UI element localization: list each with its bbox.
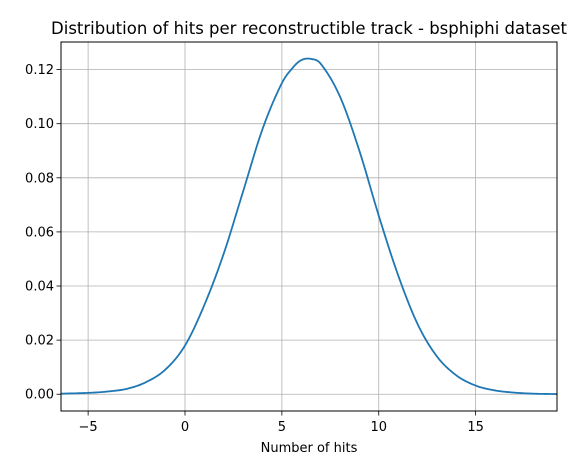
y-tick-label: 0.06 bbox=[25, 225, 54, 240]
x-tick-label: −5 bbox=[79, 420, 98, 435]
y-tick-label: 0.02 bbox=[25, 334, 54, 349]
y-tick-label: 0.00 bbox=[25, 388, 54, 403]
grid bbox=[61, 42, 557, 411]
x-tick-label: 0 bbox=[181, 420, 189, 435]
y-tick-label: 0.04 bbox=[25, 280, 54, 295]
x-tick-label: 15 bbox=[467, 420, 484, 435]
series-layer bbox=[60, 57, 558, 395]
y-tick-label: 0.12 bbox=[25, 63, 54, 78]
series-line bbox=[60, 57, 558, 395]
plot-frame bbox=[60, 41, 558, 412]
x-tick-label: 10 bbox=[370, 420, 387, 435]
x-axis-label: Number of hits bbox=[261, 441, 358, 456]
chart-title: Distribution of hits per reconstructible… bbox=[51, 19, 567, 38]
y-tick-label: 0.08 bbox=[25, 171, 54, 186]
tick-layer: −5 0 5 10 15 0.00 0.02 0.04 0.06 0.08 0.10 0.12 bbox=[25, 63, 484, 435]
x-tick-label: 5 bbox=[278, 420, 286, 435]
y-tick-label: 0.10 bbox=[25, 117, 54, 132]
